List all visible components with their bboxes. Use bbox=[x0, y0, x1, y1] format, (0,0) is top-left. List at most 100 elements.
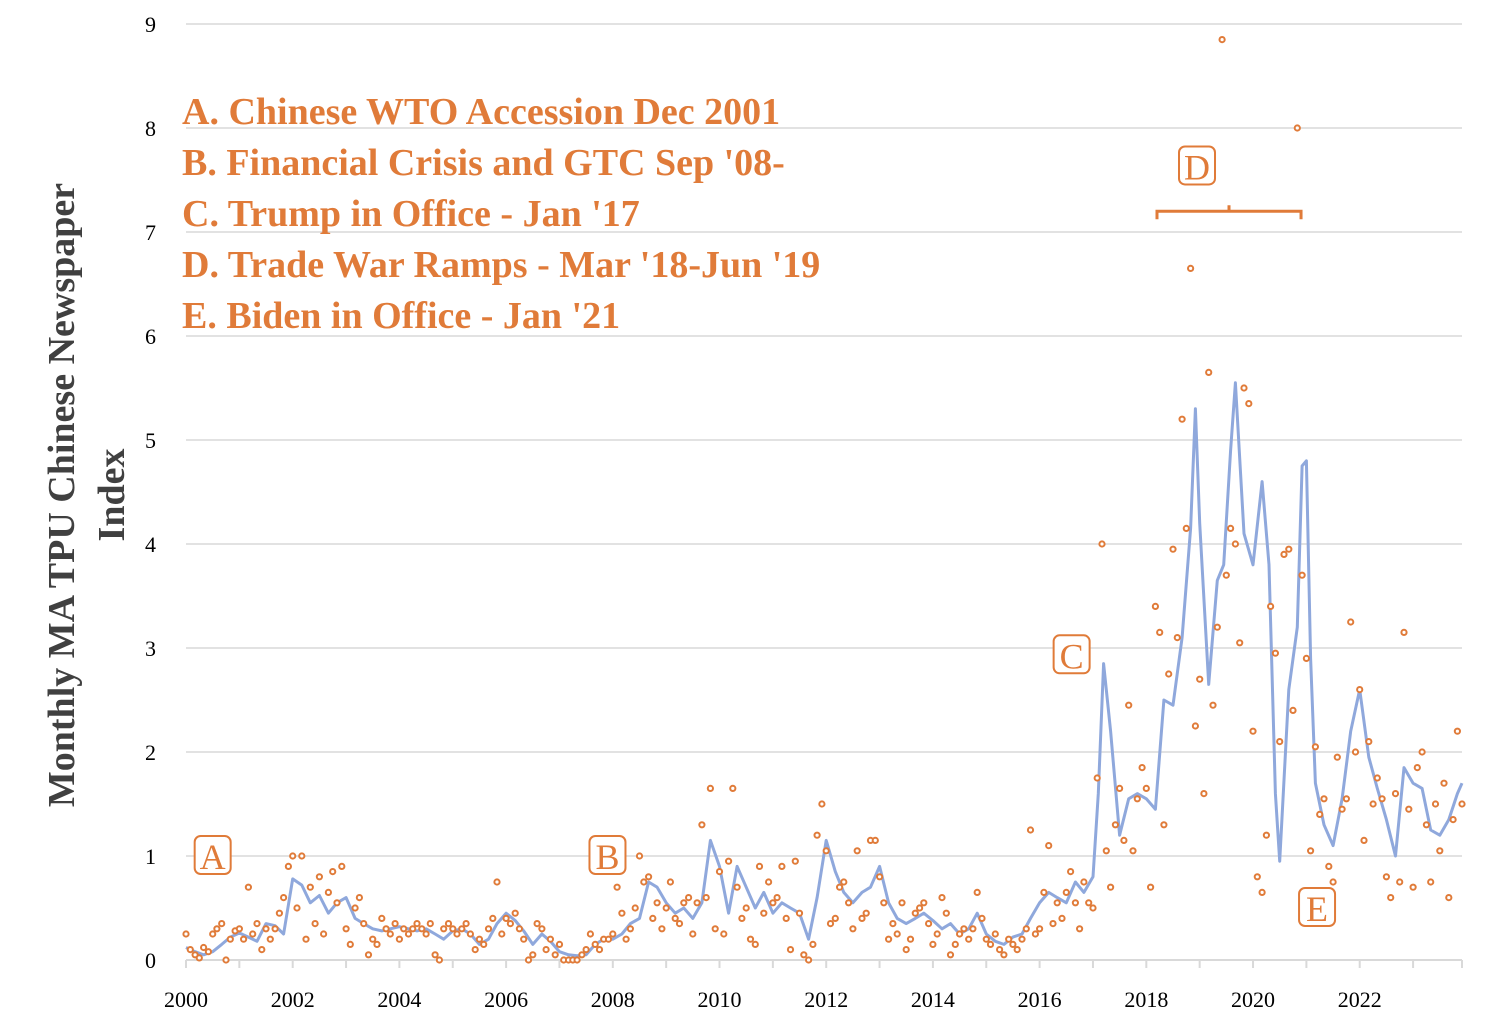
data-point bbox=[1165, 670, 1173, 678]
data-point bbox=[671, 914, 679, 923]
data-point bbox=[662, 904, 670, 912]
data-point bbox=[315, 873, 323, 881]
data-point bbox=[226, 935, 234, 943]
data-point bbox=[1320, 795, 1328, 803]
data-point bbox=[1062, 888, 1070, 897]
y-axis-label-line-1: Monthly MA TPU Chinese Newspaper bbox=[41, 183, 83, 807]
data-point bbox=[284, 862, 292, 871]
data-point bbox=[360, 920, 368, 928]
data-point bbox=[751, 940, 759, 949]
data-point bbox=[253, 920, 261, 928]
data-point bbox=[1213, 623, 1221, 631]
data-point bbox=[706, 784, 715, 793]
data-point bbox=[506, 920, 514, 928]
data-point bbox=[1245, 400, 1253, 408]
data-point bbox=[853, 847, 861, 855]
data-point bbox=[249, 930, 257, 938]
data-point bbox=[1285, 545, 1293, 553]
data-point bbox=[946, 951, 955, 959]
data-point bbox=[1178, 415, 1186, 423]
data-point bbox=[204, 948, 212, 956]
data-point bbox=[1449, 816, 1457, 824]
data-point bbox=[715, 868, 724, 876]
data-point bbox=[666, 878, 675, 886]
data-point bbox=[533, 920, 541, 928]
data-point bbox=[351, 904, 359, 912]
y-tick-label: 6 bbox=[145, 324, 156, 349]
y-tick-label: 3 bbox=[145, 636, 156, 661]
data-point bbox=[845, 899, 853, 907]
data-point bbox=[551, 951, 559, 959]
data-point bbox=[1289, 706, 1297, 715]
data-point bbox=[618, 909, 626, 917]
data-point bbox=[244, 883, 252, 891]
x-tick-label: 2004 bbox=[377, 987, 421, 1012]
data-point bbox=[1240, 384, 1248, 392]
data-point bbox=[689, 930, 697, 938]
x-tick-label: 2014 bbox=[911, 987, 955, 1012]
data-point bbox=[1276, 738, 1284, 746]
data-point bbox=[418, 925, 426, 933]
event-marker-box bbox=[193, 835, 232, 875]
data-point bbox=[1365, 738, 1373, 746]
data-point bbox=[364, 951, 373, 959]
data-point bbox=[1378, 795, 1386, 803]
data-point bbox=[1329, 878, 1337, 886]
data-point bbox=[1200, 790, 1208, 798]
data-point bbox=[298, 852, 306, 860]
data-point bbox=[658, 925, 666, 933]
data-point bbox=[409, 925, 417, 933]
legend-line-c: C. Trump in Office - Jan '17 bbox=[182, 193, 640, 235]
data-point bbox=[431, 951, 439, 959]
data-point bbox=[324, 888, 332, 897]
data-point bbox=[609, 930, 617, 938]
data-point bbox=[378, 914, 386, 923]
data-point bbox=[382, 925, 390, 933]
data-point bbox=[1302, 654, 1311, 663]
data-point bbox=[578, 951, 586, 959]
data-point bbox=[449, 925, 457, 933]
data-point bbox=[195, 954, 203, 962]
data-point bbox=[333, 899, 341, 907]
data-point bbox=[1218, 36, 1226, 44]
data-point bbox=[653, 899, 661, 907]
data-point bbox=[1280, 550, 1288, 559]
data-point bbox=[1111, 821, 1120, 829]
data-point bbox=[1298, 571, 1306, 579]
data-point bbox=[1440, 779, 1448, 787]
data-point bbox=[213, 925, 221, 933]
x-tick-label: 2002 bbox=[271, 987, 315, 1012]
ma-line bbox=[185, 381, 1464, 958]
data-point bbox=[800, 951, 808, 959]
x-tick-label: 2010 bbox=[698, 987, 742, 1012]
event-marker-box bbox=[1178, 145, 1217, 186]
data-point bbox=[693, 899, 701, 907]
data-point bbox=[484, 925, 493, 933]
data-point bbox=[1031, 930, 1040, 938]
data-point bbox=[1351, 748, 1360, 756]
x-tick-label: 2016 bbox=[1018, 987, 1062, 1012]
y-tick-label: 9 bbox=[145, 12, 156, 37]
data-point bbox=[795, 909, 804, 917]
data-point bbox=[1422, 821, 1431, 829]
grid-lines bbox=[186, 23, 1462, 857]
data-point bbox=[1360, 836, 1368, 845]
y-tick-label: 1 bbox=[145, 844, 156, 869]
data-point bbox=[925, 920, 933, 928]
data-point bbox=[1000, 951, 1008, 959]
data-point bbox=[404, 930, 413, 938]
data-point bbox=[329, 868, 337, 876]
data-point bbox=[805, 956, 813, 964]
data-point bbox=[1222, 571, 1230, 579]
x-tick-label: 2006 bbox=[484, 987, 528, 1012]
data-point bbox=[889, 920, 897, 928]
legend-line-d: D. Trade War Ramps - Mar '18-Jun '19 bbox=[182, 244, 820, 286]
data-point bbox=[898, 899, 906, 907]
data-point bbox=[520, 935, 528, 943]
data-point bbox=[1009, 940, 1017, 949]
data-point bbox=[320, 930, 328, 938]
data-point bbox=[275, 909, 283, 917]
data-point bbox=[1413, 764, 1421, 772]
data-point bbox=[871, 836, 879, 845]
data-point bbox=[293, 904, 301, 912]
